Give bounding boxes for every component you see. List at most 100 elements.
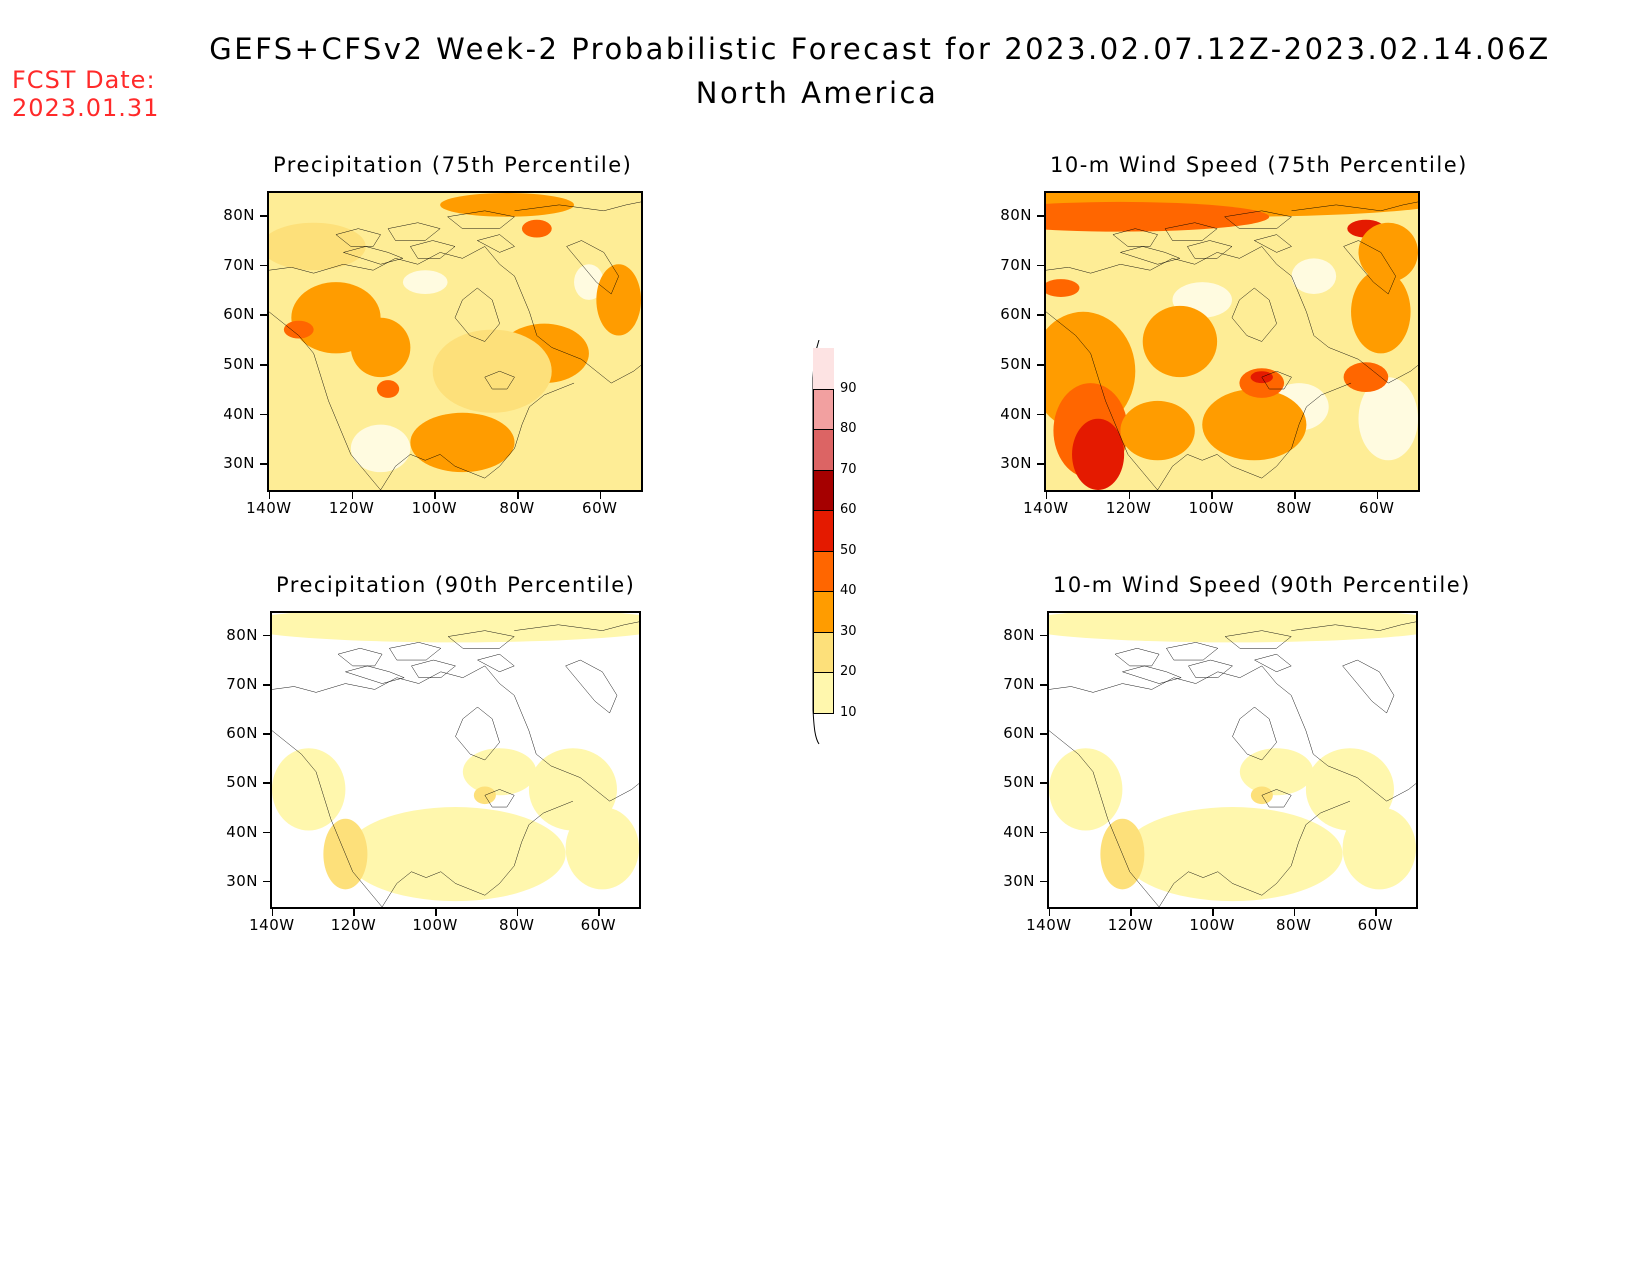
coastline [343, 246, 403, 264]
latitude-label: 80N [1000, 206, 1032, 225]
coastline [382, 801, 573, 907]
latitude-label: 60N [223, 305, 255, 324]
longitude-label: 60W [1359, 499, 1395, 517]
colorbar-label: 10 [840, 704, 857, 720]
colorbar-swatch [813, 672, 834, 714]
coastline [1166, 642, 1217, 660]
latitude-label: 50N [1000, 355, 1032, 374]
coastline [514, 622, 639, 631]
forecast-date-label: FCST Date: [12, 66, 156, 94]
low-probability-area [402, 270, 448, 294]
longitude-label: 100W [412, 916, 458, 934]
probability-contour [1343, 362, 1389, 392]
coastline [1254, 235, 1291, 253]
longitude-label: 140W [1023, 499, 1069, 517]
colorbar-label: 90 [840, 380, 857, 396]
latitude-label: 30N [223, 454, 255, 473]
probability-contour [1046, 279, 1080, 297]
longitude-tick [353, 909, 355, 916]
coastline [381, 383, 574, 490]
latitude-label: 80N [226, 625, 258, 644]
latitude-tick [260, 215, 267, 217]
latitude-label: 30N [1003, 871, 1035, 890]
coastline [272, 731, 382, 907]
coastline [411, 660, 455, 678]
probability-contour [1049, 748, 1123, 831]
longitude-tick [598, 909, 600, 916]
longitude-label: 60W [582, 499, 618, 517]
latitude-tick [1040, 733, 1047, 735]
probability-contour [1072, 418, 1125, 490]
latitude-tick [1040, 782, 1047, 784]
map-frame [270, 611, 641, 909]
latitude-tick [263, 831, 270, 834]
map-frame [267, 191, 643, 492]
latitude-label: 30N [226, 871, 258, 890]
longitude-label: 120W [328, 499, 375, 517]
coastline [269, 246, 641, 383]
probability-contour [1142, 305, 1218, 378]
colorbar-swatch [813, 469, 834, 511]
coastline [485, 371, 515, 389]
latitude-tick [263, 634, 270, 637]
longitude-label: 120W [330, 916, 377, 934]
probability-contour [1202, 389, 1307, 461]
colorbar-label: 20 [840, 664, 857, 679]
probability-contour [565, 807, 639, 890]
coastline [456, 707, 500, 760]
latitude-tick [263, 684, 270, 686]
panel-title: Precipitation (90th Percentile) [276, 573, 636, 597]
probability-contour [410, 412, 515, 473]
longitude-tick [1045, 492, 1048, 499]
longitude-tick [599, 492, 602, 499]
latitude-label: 50N [223, 355, 255, 374]
latitude-tick [1040, 831, 1047, 834]
latitude-tick [263, 733, 270, 735]
latitude-tick [260, 413, 267, 416]
coastline [1262, 789, 1291, 807]
map-frame [1044, 191, 1420, 492]
latitude-label: 40N [223, 404, 255, 423]
probability-contour [1351, 270, 1411, 354]
longitude-tick [517, 492, 519, 499]
longitude-label: 120W [1107, 916, 1154, 934]
latitude-tick [260, 314, 267, 316]
coastline [389, 642, 440, 660]
colorbar-label: 30 [840, 623, 857, 639]
longitude-label: 80W [498, 916, 535, 934]
probability-contour [1358, 222, 1418, 283]
longitude-tick [1048, 909, 1051, 916]
probability-contour [1122, 807, 1343, 902]
latitude-label: 80N [1003, 625, 1035, 644]
coastline [1225, 211, 1292, 229]
longitude-tick [434, 492, 436, 499]
coastline [448, 211, 515, 229]
longitude-label: 120W [1105, 499, 1152, 517]
coastline [1187, 241, 1232, 259]
coastline [1120, 246, 1180, 264]
longitude-tick [1376, 492, 1379, 499]
latitude-label: 50N [226, 773, 258, 792]
colorbar-label: 50 [840, 542, 857, 558]
longitude-label: 60W [1357, 916, 1394, 934]
probability-contour [272, 613, 639, 643]
colorbar-swatch [813, 429, 834, 471]
panel-title: Precipitation (75th Percentile) [273, 153, 633, 177]
longitude-tick [1293, 909, 1296, 916]
colorbar-swatch [813, 510, 834, 552]
coastline [515, 202, 641, 211]
latitude-tick [1037, 264, 1044, 267]
coastline [478, 654, 515, 672]
coastline [1159, 801, 1350, 907]
latitude-tick [1037, 215, 1044, 217]
colorbar-label: 80 [840, 421, 857, 436]
latitude-tick [263, 880, 270, 883]
coastline [336, 229, 381, 247]
low-probability-area [1358, 377, 1418, 461]
longitude-tick [271, 909, 274, 916]
probability-contour [462, 748, 537, 796]
longitude-label: 140W [249, 916, 295, 934]
coastline [1046, 246, 1418, 383]
longitude-tick [435, 909, 437, 916]
latitude-label: 30N [1000, 454, 1032, 473]
